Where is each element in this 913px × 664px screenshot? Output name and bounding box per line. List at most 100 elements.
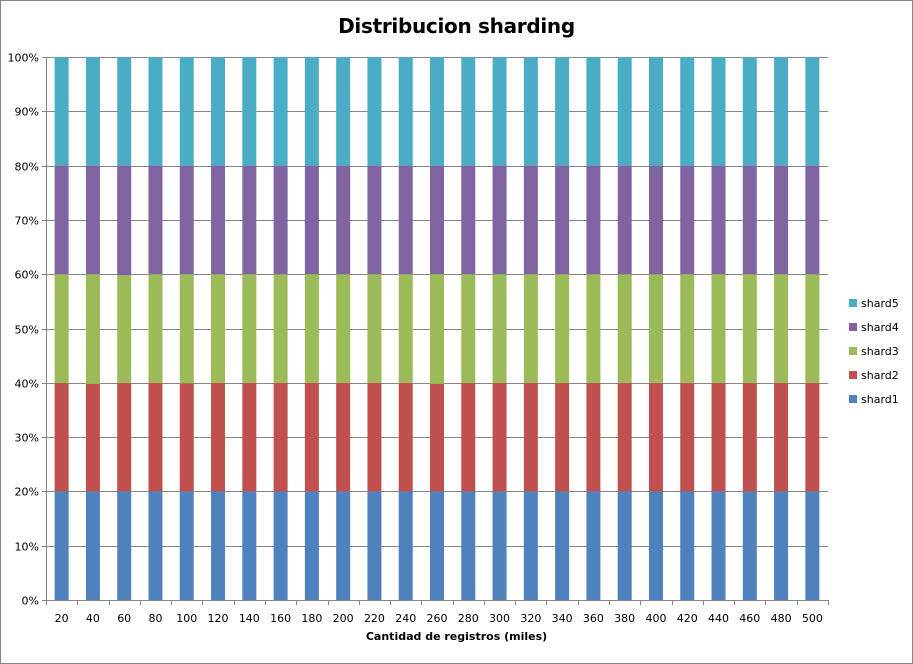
bar-shard2-180	[304, 382, 319, 492]
bar-shard4-160	[273, 165, 288, 275]
bar-shard5-360	[586, 57, 601, 166]
x-tick-label: 440	[708, 612, 729, 625]
bar-shard1-480	[774, 491, 789, 600]
bar-shard5-260	[430, 57, 444, 166]
axes: 0% 10% 20% 30% 40% 50% 60% 70% 80% 90% 100% 20 40 60 8…	[8, 52, 829, 625]
x-axis-label: Cantidad de registros (miles)	[365, 630, 548, 643]
bar-shard5-20	[54, 57, 69, 166]
bar-shard4-480	[774, 165, 789, 275]
bar-shard1-440	[711, 491, 726, 600]
bar-shard2-400	[648, 382, 663, 492]
bar-shard3-160	[273, 274, 288, 383]
bar-shard5-200	[336, 57, 351, 166]
chart-title: Distribucion sharding	[338, 14, 575, 38]
bar-shard5-140	[242, 57, 257, 166]
bar-shard3-200	[336, 274, 351, 383]
bar-shard2-320	[523, 382, 538, 492]
bar-shard5-220	[367, 57, 382, 166]
bar-shard2-220	[367, 382, 382, 492]
bar-shard3-360	[586, 274, 601, 383]
bar-shard3-100	[179, 274, 194, 384]
bar-shard4-100	[179, 165, 194, 275]
bar-shard1-40	[85, 491, 100, 600]
bar-shard5-120	[211, 57, 226, 166]
bar-shard5-280	[461, 57, 476, 166]
bar-shard5-500	[805, 57, 820, 166]
legend-label-shard5: shard5	[861, 297, 899, 310]
bar-shard5-340	[555, 57, 570, 166]
bar-shard2-280	[461, 382, 476, 492]
bar-shard4-280	[461, 165, 476, 275]
y-tick-label: 50%	[15, 324, 39, 337]
x-tick-label: 120	[208, 612, 229, 625]
bar-shard3-440	[711, 274, 726, 383]
bar-shard4-380	[617, 165, 632, 275]
x-tick-label: 200	[333, 612, 354, 625]
bar-shard4-60	[117, 165, 132, 276]
bar-shard5-40	[85, 57, 100, 166]
x-tick-label: 160	[270, 612, 291, 625]
bar-shard3-220	[367, 274, 382, 383]
bar-shard3-60	[117, 275, 132, 383]
bar-shard1-80	[148, 491, 163, 600]
bar-shard3-240	[398, 274, 413, 383]
bar-shard5-180	[304, 57, 319, 166]
y-tick-label: 20%	[15, 486, 39, 499]
bar-shard2-340	[555, 382, 570, 492]
bar-shard5-100	[179, 57, 194, 166]
bar-shard4-500	[805, 165, 820, 275]
bars	[54, 57, 820, 600]
bar-shard3-300	[492, 274, 507, 383]
bar-shard3-20	[54, 274, 69, 383]
legend-swatch-shard2	[849, 371, 857, 379]
bar-shard2-440	[711, 382, 726, 492]
legend-swatch-shard1	[849, 395, 857, 403]
bar-shard1-120	[211, 491, 226, 600]
bar-shard5-380	[617, 57, 632, 166]
x-tick-label: 380	[614, 612, 635, 625]
bar-shard4-220	[367, 165, 382, 275]
bar-shard4-360	[586, 165, 601, 275]
x-tick-label: 60	[117, 612, 131, 625]
bar-shard1-280	[461, 491, 476, 600]
legend-swatch-shard5	[849, 299, 857, 307]
bar-shard4-80	[148, 165, 163, 275]
x-tick-label: 480	[771, 612, 792, 625]
bar-shard1-160	[273, 491, 288, 600]
bar-shard3-340	[555, 274, 570, 383]
y-tick-label: 60%	[15, 269, 39, 282]
bar-shard4-320	[523, 165, 538, 275]
y-tick-label: 30%	[15, 432, 39, 445]
bar-shard2-60	[117, 382, 132, 492]
bar-shard5-80	[148, 57, 163, 166]
bar-shard3-420	[680, 274, 695, 383]
x-tick-label: 40	[86, 612, 100, 625]
bar-shard1-100	[179, 491, 194, 600]
legend-swatch-shard3	[849, 347, 857, 355]
bar-shard4-20	[54, 165, 69, 275]
x-tick-label: 360	[583, 612, 604, 625]
y-tick-label: 80%	[15, 161, 39, 174]
bar-shard3-320	[523, 274, 538, 383]
bar-shard3-80	[148, 274, 163, 383]
bar-shard2-80	[148, 382, 163, 492]
x-tick-label: 400	[645, 612, 666, 625]
y-tick-label: 90%	[15, 106, 39, 119]
bar-shard2-260	[430, 383, 444, 492]
bar-shard4-300	[492, 165, 507, 275]
bar-shard4-240	[398, 165, 413, 275]
bar-shard2-420	[680, 382, 695, 492]
bar-shard3-380	[617, 274, 632, 383]
bar-shard1-200	[336, 491, 351, 600]
bar-shard4-140	[242, 165, 257, 275]
bar-shard5-480	[774, 57, 789, 166]
bar-shard1-20	[54, 491, 69, 600]
bar-shard3-140	[242, 274, 257, 383]
bar-shard1-240	[398, 491, 413, 600]
x-tick-label: 20	[55, 612, 69, 625]
bar-shard5-440	[711, 57, 726, 166]
x-tick-label: 500	[802, 612, 823, 625]
bar-shard2-480	[774, 382, 789, 492]
bar-shard4-460	[742, 165, 757, 275]
